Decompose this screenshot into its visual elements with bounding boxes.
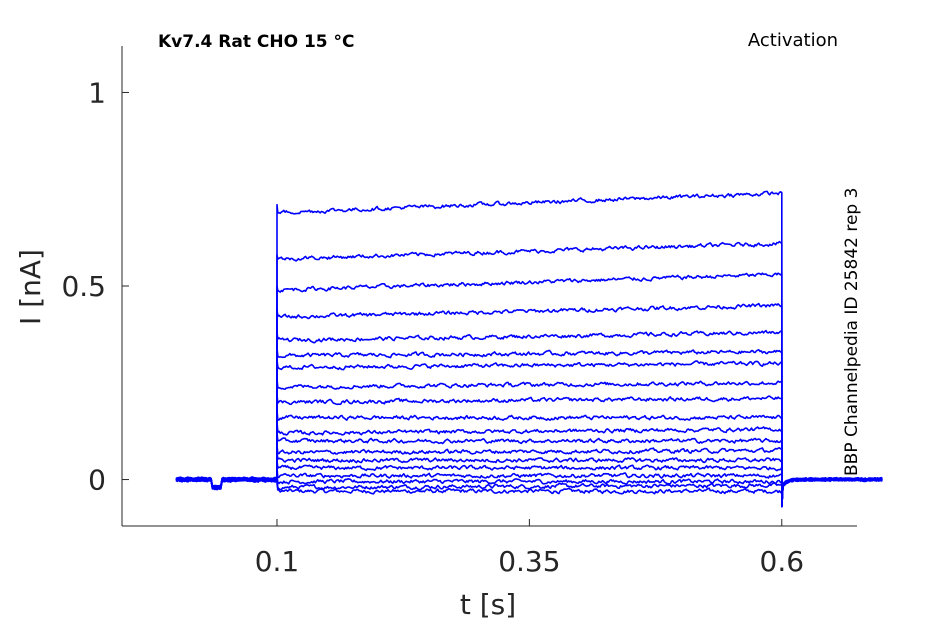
current-trace-18 bbox=[175, 240, 883, 508]
current-trace-10 bbox=[175, 409, 883, 508]
x-tick-label: 0.6 bbox=[760, 545, 805, 578]
current-trace-11 bbox=[175, 393, 883, 508]
y-tick-label: 1 bbox=[88, 76, 106, 109]
x-ticks-group: 0.1 0.35 0.6 bbox=[255, 519, 804, 578]
y-tick-label: 0 bbox=[88, 464, 106, 497]
current-trace-7 bbox=[175, 443, 883, 508]
current-trace-17 bbox=[175, 272, 883, 508]
side-label: BBP Channelpedia ID 25842 rep 3 bbox=[842, 188, 862, 476]
current-trace-4 bbox=[175, 467, 883, 508]
current-trace-14 bbox=[175, 347, 883, 508]
current-trace-19 bbox=[175, 190, 883, 508]
current-trace-5 bbox=[175, 459, 883, 508]
y-axis-label: I [nA] bbox=[14, 249, 47, 325]
plot-area: 0.1 0.35 0.6 00.51 bbox=[61, 46, 883, 578]
chart-title: Kv7.4 Rat CHO 15 °C bbox=[158, 32, 355, 52]
y-ticks-group: 00.51 bbox=[61, 76, 129, 497]
x-tick-label: 0.1 bbox=[255, 545, 300, 578]
y-tick-label: 0.5 bbox=[61, 270, 106, 303]
current-trace-8 bbox=[175, 432, 883, 508]
current-trace-13 bbox=[175, 358, 883, 508]
current-trace-16 bbox=[175, 302, 883, 508]
x-axis-label: t [s] bbox=[460, 588, 516, 621]
current-trace-12 bbox=[175, 378, 883, 508]
current-trace-1 bbox=[175, 477, 883, 508]
x-tick-label: 0.35 bbox=[498, 545, 560, 578]
current-trace-9 bbox=[175, 420, 883, 508]
protocol-label: Activation bbox=[748, 30, 838, 51]
current-trace-3 bbox=[175, 474, 883, 508]
traces-group bbox=[175, 190, 883, 508]
current-trace-15 bbox=[175, 329, 883, 508]
current-trace-6 bbox=[176, 451, 883, 508]
current-trace-2 bbox=[175, 476, 883, 508]
